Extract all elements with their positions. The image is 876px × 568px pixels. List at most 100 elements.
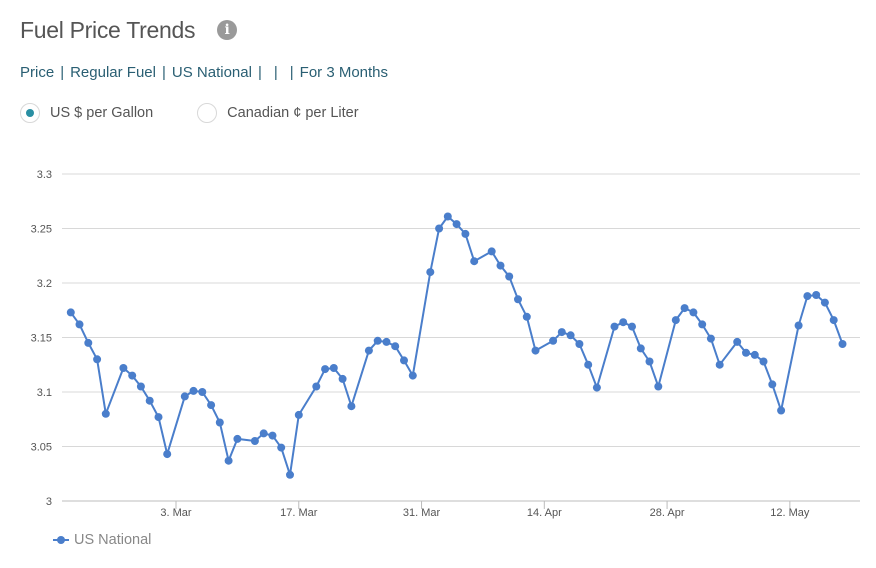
- breadcrumb-separator: |: [161, 64, 166, 81]
- data-point: [750, 350, 759, 359]
- data-point: [689, 308, 698, 317]
- data-point: [145, 396, 154, 405]
- data-point: [628, 322, 636, 331]
- breadcrumb-separator: |: [257, 64, 262, 81]
- data-point: [294, 410, 303, 419]
- radio-canadian-liter[interactable]: Canadian ¢ per Liter: [197, 103, 359, 123]
- data-point: [575, 340, 584, 348]
- data-point: [364, 346, 373, 355]
- page-title: Fuel Price Trends: [20, 16, 196, 43]
- data-point: [329, 364, 338, 372]
- breadcrumb-separator: |: [273, 64, 278, 81]
- data-point: [286, 470, 294, 479]
- data-point: [128, 371, 137, 380]
- data-point: [829, 316, 838, 325]
- data-point: [820, 298, 829, 307]
- data-point: [610, 322, 619, 331]
- data-point: [180, 392, 189, 401]
- series-line: [69, 215, 844, 476]
- page-header: Fuel Price Trends i: [20, 14, 238, 46]
- x-tick-label: 31. Mar: [403, 507, 441, 519]
- breadcrumb-item-region[interactable]: US National: [171, 64, 252, 81]
- data-point: [496, 261, 505, 270]
- data-point: [382, 337, 391, 346]
- data-point: [592, 383, 601, 392]
- data-point: [373, 336, 382, 345]
- data-point: [233, 434, 242, 443]
- y-tick-label: 3.15: [31, 333, 52, 345]
- info-icon[interactable]: i: [217, 20, 238, 40]
- data-point: [698, 320, 707, 329]
- data-point: [408, 371, 417, 380]
- data-point: [733, 337, 742, 346]
- data-point: [443, 212, 452, 221]
- data-point: [531, 346, 540, 355]
- data-point: [224, 456, 233, 465]
- x-tick-label: 3. Mar: [160, 507, 192, 519]
- legend-marker-icon: [53, 536, 69, 544]
- data-point: [812, 291, 821, 299]
- y-tick-label: 3: [46, 496, 52, 508]
- data-point: [461, 229, 470, 238]
- data-point: [549, 336, 558, 345]
- breadcrumb-item-price[interactable]: Price: [20, 64, 55, 81]
- data-point: [654, 382, 663, 391]
- data-point: [101, 409, 110, 418]
- data-point: [487, 247, 496, 256]
- breadcrumb-separator: |: [289, 64, 294, 81]
- x-tick-label: 14. Apr: [527, 507, 562, 519]
- radio-circle-selected[interactable]: [20, 103, 40, 123]
- radio-label-canadian-liter: Canadian ¢ per Liter: [227, 105, 359, 121]
- data-point: [619, 318, 628, 327]
- radio-us-gallon[interactable]: US $ per Gallon: [20, 103, 153, 123]
- data-point: [680, 304, 689, 313]
- data-point: [715, 360, 724, 369]
- x-tick-label: 28. Apr: [650, 507, 685, 519]
- x-tick-label: 17. Mar: [280, 507, 318, 519]
- breadcrumb: Price | Regular Fuel | US National | | |…: [20, 64, 388, 81]
- y-tick-label: 3.3: [37, 169, 52, 181]
- y-tick-label: 3.2: [37, 278, 52, 290]
- data-point: [215, 418, 224, 427]
- data-point: [759, 357, 768, 366]
- data-point: [794, 321, 803, 330]
- data-point: [163, 450, 172, 459]
- breadcrumb-item-period[interactable]: For 3 Months: [299, 64, 389, 81]
- y-tick-label: 3.1: [37, 387, 52, 399]
- radio-label-us-gallon: US $ per Gallon: [50, 105, 154, 121]
- chart-legend[interactable]: US National: [52, 532, 151, 548]
- data-point: [93, 355, 102, 364]
- data-point: [259, 429, 268, 438]
- data-point: [426, 268, 435, 277]
- data-point: [777, 406, 786, 415]
- data-point: [268, 431, 277, 440]
- data-point: [66, 308, 75, 317]
- data-point: [75, 320, 84, 329]
- data-point: [321, 365, 330, 374]
- data-point: [154, 413, 163, 422]
- breadcrumb-separator: |: [60, 64, 65, 81]
- data-point: [435, 224, 444, 233]
- data-point: [566, 331, 575, 340]
- data-point: [312, 382, 321, 391]
- data-point: [838, 340, 847, 348]
- data-point: [391, 342, 400, 351]
- data-point: [452, 220, 461, 229]
- radio-circle-unselected[interactable]: [197, 103, 218, 123]
- x-tick-label: 12. May: [770, 507, 810, 519]
- data-point: [645, 357, 654, 366]
- data-point: [671, 316, 680, 325]
- data-point: [277, 443, 286, 452]
- data-point: [207, 401, 216, 410]
- data-point: [250, 437, 259, 445]
- data-point: [198, 388, 207, 396]
- data-point: [338, 374, 347, 383]
- y-tick-label: 3.25: [31, 224, 52, 236]
- data-point: [400, 356, 408, 365]
- breadcrumb-item-fuel-type[interactable]: Regular Fuel: [70, 64, 156, 81]
- data-point: [189, 386, 198, 395]
- data-point: [742, 348, 750, 357]
- data-point: [636, 344, 645, 353]
- data-point: [514, 295, 522, 304]
